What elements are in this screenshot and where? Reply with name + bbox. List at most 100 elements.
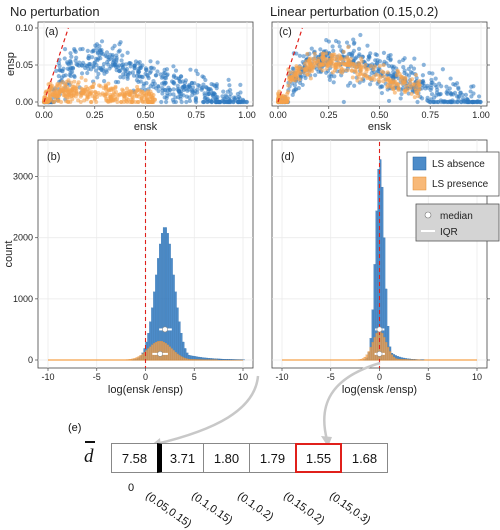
point-absence bbox=[61, 67, 65, 71]
point-absence bbox=[415, 100, 419, 104]
point-absence bbox=[202, 100, 206, 104]
x-tick-label: 1.00 bbox=[238, 110, 256, 120]
point-absence bbox=[430, 71, 434, 75]
histogram-bar bbox=[130, 359, 132, 360]
point-absence bbox=[223, 100, 227, 104]
histogram-bar bbox=[169, 347, 171, 360]
point-presence bbox=[334, 64, 338, 68]
point-absence bbox=[397, 60, 401, 64]
point-absence bbox=[184, 78, 188, 82]
point-absence bbox=[324, 38, 328, 42]
point-absence bbox=[54, 69, 58, 73]
histogram-bar bbox=[222, 359, 224, 360]
point-presence bbox=[107, 88, 111, 92]
histogram-bar bbox=[220, 359, 222, 360]
point-absence bbox=[159, 100, 163, 104]
point-absence bbox=[68, 73, 72, 77]
x-tick-label: 10 bbox=[238, 372, 248, 382]
point-absence bbox=[332, 74, 336, 78]
point-absence bbox=[229, 100, 233, 104]
point-absence bbox=[410, 71, 414, 75]
point-presence bbox=[321, 58, 325, 62]
point-absence bbox=[135, 74, 139, 78]
point-absence bbox=[118, 75, 122, 79]
histogram-bar bbox=[186, 359, 188, 360]
histogram-bar bbox=[185, 358, 187, 360]
point-presence bbox=[55, 83, 59, 87]
histogram-bar bbox=[227, 359, 229, 360]
point-absence bbox=[379, 84, 383, 88]
point-absence bbox=[165, 73, 169, 77]
point-presence bbox=[382, 75, 386, 79]
point-presence bbox=[145, 91, 149, 95]
dbar-overline bbox=[85, 441, 95, 443]
point-absence bbox=[112, 59, 116, 63]
point-absence bbox=[57, 74, 61, 78]
point-absence bbox=[391, 66, 395, 70]
x-tick-label: 0.50 bbox=[371, 110, 389, 120]
point-absence bbox=[332, 80, 336, 84]
point-presence bbox=[396, 69, 400, 73]
histogram-bar bbox=[391, 355, 393, 360]
point-presence bbox=[357, 63, 361, 67]
point-absence bbox=[172, 75, 176, 79]
point-absence bbox=[182, 84, 186, 88]
point-presence bbox=[354, 70, 358, 74]
point-presence bbox=[329, 58, 333, 62]
point-absence bbox=[214, 98, 218, 102]
point-presence bbox=[376, 78, 380, 82]
point-absence bbox=[126, 51, 130, 55]
point-absence bbox=[114, 53, 118, 57]
histogram-bar bbox=[136, 357, 138, 360]
point-absence bbox=[145, 68, 149, 72]
point-absence bbox=[466, 100, 470, 104]
histogram-bar bbox=[179, 322, 181, 360]
point-absence bbox=[190, 88, 194, 92]
point-absence bbox=[72, 74, 76, 78]
point-presence bbox=[125, 87, 129, 91]
point-absence bbox=[240, 100, 244, 104]
point-absence bbox=[477, 94, 481, 98]
point-presence bbox=[404, 85, 408, 89]
point-absence bbox=[156, 84, 160, 88]
point-presence bbox=[56, 99, 60, 103]
point-presence bbox=[68, 90, 72, 94]
point-presence bbox=[310, 69, 314, 73]
point-presence bbox=[71, 94, 75, 98]
y-tick-label: 0.10 bbox=[15, 23, 33, 33]
point-absence bbox=[80, 71, 84, 75]
x-tick-label: -10 bbox=[275, 372, 288, 382]
point-absence bbox=[105, 55, 109, 59]
point-presence bbox=[351, 62, 355, 66]
x-tick-label: -5 bbox=[93, 372, 101, 382]
median-marker bbox=[162, 327, 167, 332]
histogram-bar bbox=[132, 359, 134, 360]
y-tick-label: 2000 bbox=[13, 233, 33, 243]
histogram-bar bbox=[229, 359, 231, 360]
histogram-bar bbox=[225, 359, 227, 360]
point-absence bbox=[357, 47, 361, 51]
point-absence bbox=[88, 62, 92, 66]
histogram-bar bbox=[407, 359, 409, 360]
point-absence bbox=[141, 75, 145, 79]
x-axis-label: ensk bbox=[134, 121, 158, 133]
point-absence bbox=[203, 93, 207, 97]
point-presence bbox=[77, 80, 81, 84]
point-presence bbox=[120, 88, 124, 92]
point-presence bbox=[128, 93, 132, 97]
point-presence bbox=[136, 88, 140, 92]
point-absence bbox=[444, 85, 448, 89]
x-tick-label: 0 bbox=[143, 372, 148, 382]
point-presence bbox=[305, 52, 309, 56]
point-absence bbox=[137, 70, 141, 74]
point-absence bbox=[352, 42, 356, 46]
point-presence bbox=[339, 56, 343, 60]
point-absence bbox=[194, 98, 198, 102]
histogram-bar bbox=[403, 359, 405, 360]
point-presence bbox=[369, 64, 373, 68]
point-presence bbox=[94, 91, 98, 95]
histogram-bar bbox=[165, 227, 167, 360]
point-presence bbox=[150, 100, 154, 104]
point-absence bbox=[382, 51, 386, 55]
point-absence bbox=[351, 38, 355, 42]
